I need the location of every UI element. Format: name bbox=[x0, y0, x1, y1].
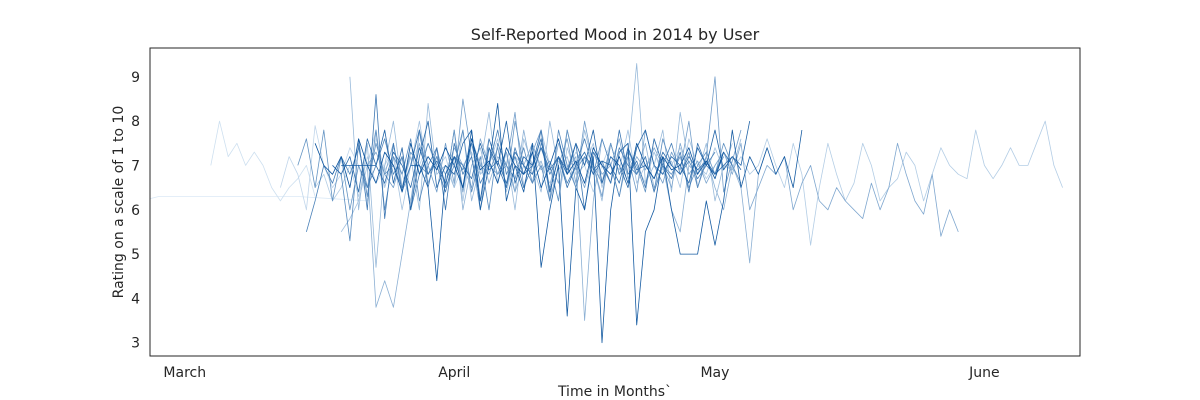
plot-frame bbox=[149, 47, 1081, 357]
series-line-15 bbox=[341, 120, 751, 211]
y-tick-label: 7 bbox=[131, 158, 140, 174]
series-line-1 bbox=[149, 196, 368, 202]
series-line-12 bbox=[306, 129, 716, 233]
series-line-16 bbox=[410, 103, 803, 344]
series-line-14 bbox=[332, 138, 742, 193]
x-tick-label: June bbox=[968, 365, 1000, 381]
y-tick-label: 3 bbox=[131, 336, 140, 352]
y-axis: 3 4 5 6 7 8 9 bbox=[131, 70, 140, 352]
x-tick-label: March bbox=[163, 365, 206, 381]
series-line-13 bbox=[358, 94, 733, 220]
y-tick-label: 6 bbox=[131, 203, 140, 219]
y-tick-label: 8 bbox=[131, 114, 140, 130]
y-axis-label: Rating on a scale of 1 to 10 bbox=[111, 106, 127, 299]
series-line-17 bbox=[314, 138, 724, 193]
y-tick-label: 5 bbox=[131, 247, 140, 263]
y-tick-label: 9 bbox=[131, 70, 140, 86]
series-line-9 bbox=[384, 76, 742, 211]
x-axis: March April May June bbox=[163, 365, 999, 381]
x-axis-label: Time in Months` bbox=[557, 384, 672, 400]
x-tick-label: April bbox=[438, 365, 470, 381]
y-tick-label: 4 bbox=[131, 291, 140, 307]
series-layer bbox=[149, 63, 1063, 344]
series-line-2 bbox=[210, 120, 316, 202]
chart-title: Self-Reported Mood in 2014 by User bbox=[471, 25, 760, 44]
x-tick-label: May bbox=[700, 365, 729, 381]
